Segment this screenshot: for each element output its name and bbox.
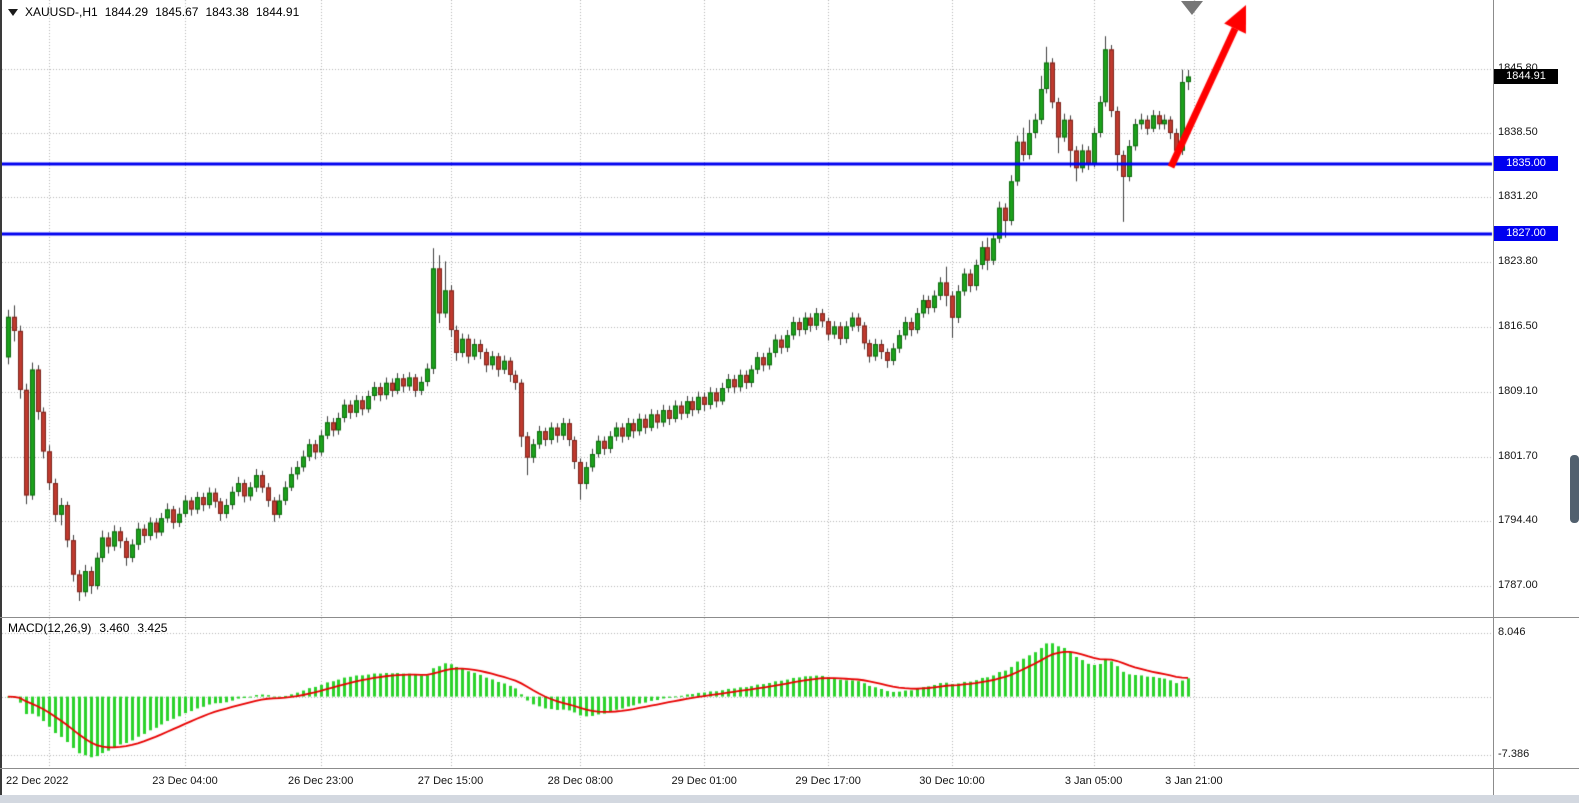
macd-panel-divider[interactable] <box>0 617 1579 618</box>
macd-value: 3.460 <box>99 621 130 635</box>
time-axis[interactable]: 22 Dec 2022 23 Dec 04:00 26 Dec 23:00 27 De… <box>0 0 1493 803</box>
ohlc-close-value: 1844.91 <box>255 5 300 19</box>
hline-price-badge: 1835.00 <box>1494 155 1558 171</box>
time-axis-label: 27 Dec 15:00 <box>417 775 484 787</box>
time-axis-label: 3 Jan 05:00 <box>1064 775 1123 787</box>
price-axis-label: 1794.40 <box>1498 513 1538 526</box>
price-axis-label: 1823.80 <box>1498 255 1538 268</box>
time-axis-label: 28 Dec 08:00 <box>547 775 614 787</box>
chevron-down-icon[interactable] <box>8 8 18 16</box>
macd-indicator-header: MACD(12,26,9) 3.460 3.425 <box>8 621 167 635</box>
window-bottom-edge <box>0 795 1579 803</box>
time-axis-label: 23 Dec 04:00 <box>152 775 218 787</box>
ohlc-low-value: 1843.38 <box>205 5 249 19</box>
macd-axis-label: 8.046 <box>1498 625 1526 638</box>
time-axis-label: 3 Jan 21:00 <box>1165 775 1223 787</box>
time-axis-divider <box>0 768 1579 769</box>
ohlc-high-value: 1845.67 <box>155 5 199 19</box>
price-axis-label: 1787.00 <box>1498 578 1538 591</box>
macd-title: MACD(12,26,9) <box>8 621 92 635</box>
time-axis-label: 26 Dec 23:00 <box>287 775 354 787</box>
arrow-anchor-icon[interactable] <box>1181 1 1203 15</box>
price-axis-label: 1801.70 <box>1498 449 1538 462</box>
current-price-badge: 1844.91 <box>1494 68 1558 84</box>
macd-axis-label: -7.386 <box>1498 747 1530 760</box>
time-axis-label: 29 Dec 17:00 <box>795 775 861 787</box>
price-axis-label: 1809.10 <box>1498 384 1538 397</box>
time-axis-label: 22 Dec 2022 <box>6 775 69 787</box>
hline-price-badge: 1827.00 <box>1494 226 1558 242</box>
price-axis[interactable]: 1845.801838.501831.201823.801816.501809.… <box>1494 0 1579 795</box>
price-axis-label: 1838.50 <box>1498 125 1538 138</box>
time-axis-label: 29 Dec 01:00 <box>671 775 737 787</box>
time-axis-label: 30 Dec 10:00 <box>919 775 985 787</box>
symbol-ohlc-header: XAUUSD-,H1 1844.29 1845.67 1843.38 1844.… <box>8 5 299 19</box>
window-left-border <box>0 0 2 795</box>
price-axis-label: 1831.20 <box>1498 190 1538 203</box>
price-axis-separator <box>1493 0 1494 795</box>
price-chart-canvas[interactable] <box>0 0 1493 795</box>
ohlc-open-value: 1844.29 <box>104 5 149 19</box>
symbol-label: XAUUSD-,H1 <box>25 5 98 19</box>
macd-signal-value: 3.425 <box>137 621 168 635</box>
scrollbar-thumb[interactable] <box>1570 455 1579 523</box>
price-axis-label: 1816.50 <box>1498 319 1538 332</box>
